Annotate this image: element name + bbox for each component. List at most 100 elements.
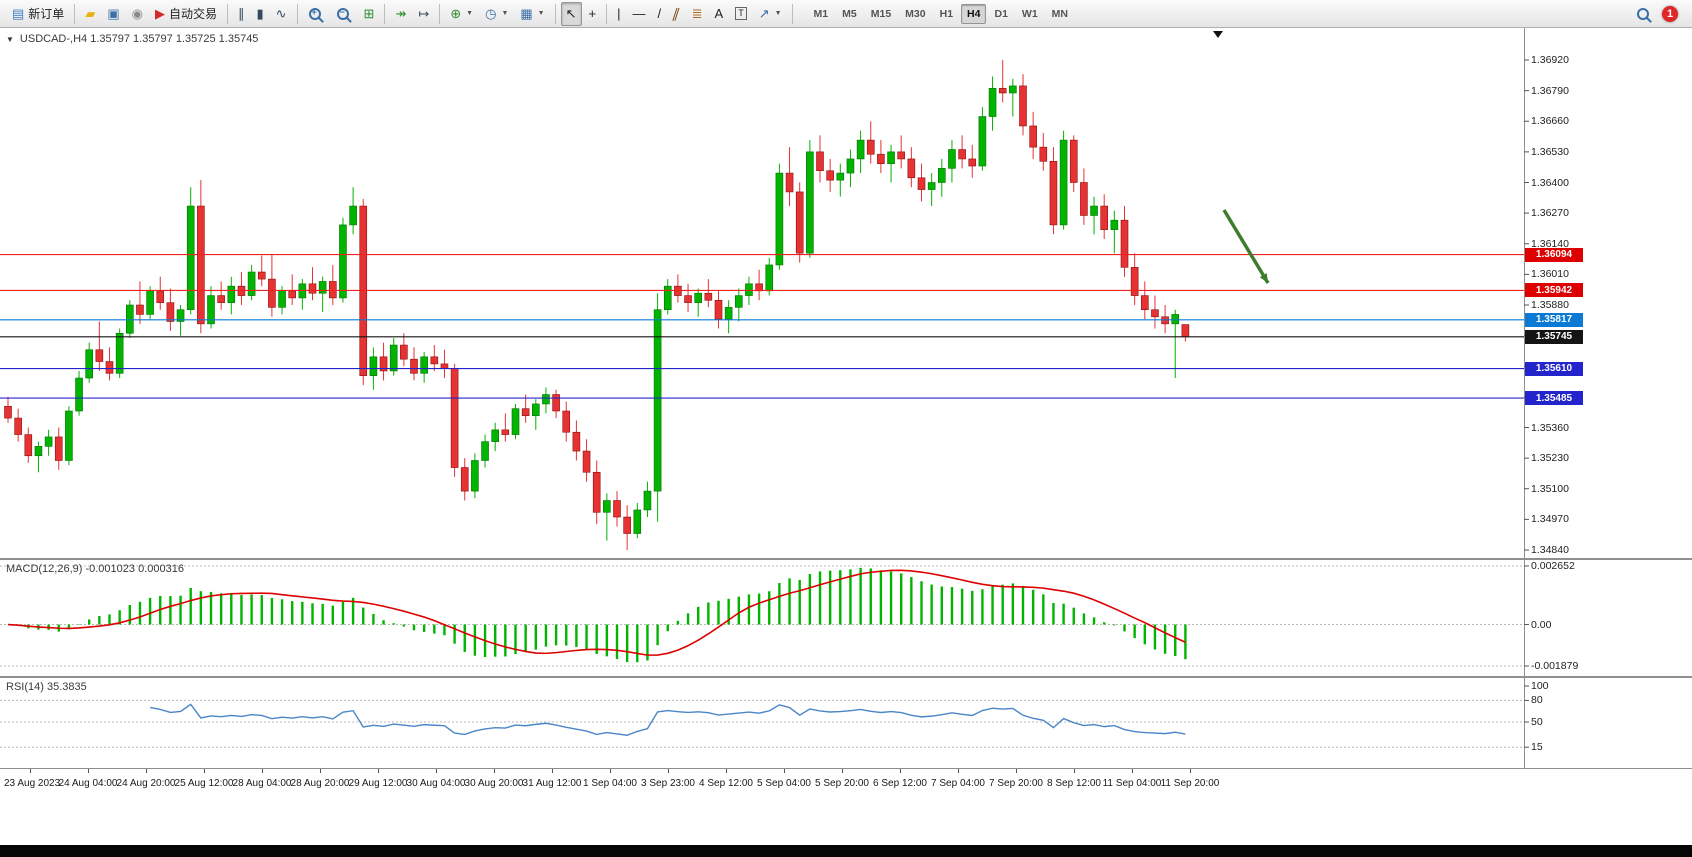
metaeditor-icon-button[interactable]: ▰ — [80, 2, 100, 26]
candle — [511, 408, 520, 435]
trendline-tool-button[interactable]: / — [653, 2, 667, 26]
timeframe-m15[interactable]: M15 — [870, 7, 892, 20]
candle — [95, 349, 104, 362]
new-order-icon: ▤ — [12, 6, 25, 21]
time-axis-label: 28 Aug 04:00 — [232, 778, 292, 789]
horizontal-line-tool-button[interactable]: — — [628, 2, 651, 26]
candle — [24, 434, 33, 457]
timeframe-d1[interactable]: D1 — [994, 7, 1008, 20]
tile-windows-icon-button[interactable]: ⊞ — [359, 2, 380, 26]
auto-trading-button[interactable]: ▶ 自动交易 — [150, 2, 222, 26]
shapes-tool-button[interactable]: ↗ ▼ — [754, 2, 787, 26]
candle — [745, 283, 753, 296]
timeframe-h1[interactable]: H1 — [939, 7, 954, 20]
search-icon — [1637, 7, 1649, 20]
price-tick-label: 1.35100 — [1531, 482, 1569, 495]
toolbar-separator — [606, 3, 608, 24]
zoom-out-icon: − — [336, 6, 352, 23]
rsi-panel[interactable]: RSI(14) 35.3835 100 80 50 15 — [0, 678, 1692, 768]
indicators-button[interactable]: ⊕ ▼ — [445, 2, 478, 26]
candle — [1090, 205, 1098, 216]
templates-button[interactable]: ▦ ▼ — [515, 2, 549, 26]
auto-trading-icon: ▶ — [154, 6, 165, 21]
candle — [856, 139, 865, 160]
text-label-tool-button[interactable]: T — [730, 2, 752, 26]
candle — [115, 332, 124, 374]
crosshair-tool-icon: + — [588, 6, 597, 21]
timeframe-m30[interactable]: M30 — [905, 7, 926, 20]
time-axis-tick — [842, 769, 843, 773]
macd-canvas[interactable] — [0, 560, 1692, 676]
timeframe-h4[interactable]: H4 — [961, 3, 987, 24]
vertical-line-tool-button[interactable]: | — [612, 2, 625, 26]
candle — [105, 361, 114, 374]
candle — [136, 304, 144, 315]
time-axis[interactable]: 23 Aug 2023 24 Aug 04:00 24 Aug 20:00 25 Au… — [0, 768, 1692, 800]
trend-arrow-annotation[interactable] — [1222, 209, 1270, 284]
time-axis-label: 1 Sep 04:00 — [583, 778, 637, 789]
timeframe-w1[interactable]: W1 — [1021, 7, 1038, 20]
timeframe-mn[interactable]: MN — [1051, 7, 1069, 20]
search-icon-button[interactable] — [1636, 6, 1652, 23]
time-axis-tick — [958, 769, 959, 773]
collapse-icon[interactable]: ▼ — [6, 34, 14, 44]
fibonacci-tool-button[interactable]: ≣ — [687, 2, 708, 26]
candle — [1100, 205, 1108, 230]
chart-shift-icon-button[interactable]: ↦ — [413, 2, 434, 26]
macd-signal-line — [7, 569, 1186, 656]
print-icon-button[interactable]: ▣ — [102, 2, 124, 26]
candle — [531, 403, 540, 417]
price-chart-canvas[interactable] — [0, 28, 1692, 558]
cursor-tool-button[interactable]: ↖ — [560, 1, 582, 26]
candlestick-icon-button[interactable]: ▮ — [251, 2, 268, 26]
notification-badge[interactable]: 1 — [1662, 5, 1678, 22]
zoom-in-icon: + — [308, 6, 324, 23]
candle — [501, 429, 510, 435]
panel-splitter[interactable] — [0, 676, 1692, 678]
panel-splitter[interactable] — [0, 558, 1692, 560]
time-axis-tick — [610, 769, 611, 773]
periods-button[interactable]: ◷ ▼ — [480, 2, 513, 26]
price-chart-panel[interactable]: ▼ USDCAD-,H4 1.35797 1.35797 1.35725 1.3… — [0, 28, 1692, 558]
shapes-tool-icon: ↗ — [758, 6, 770, 21]
text-tool-button[interactable]: A — [710, 2, 729, 26]
auto-scroll-icon-icon: ↠ — [395, 6, 407, 21]
timeframe-m5[interactable]: M5 — [842, 7, 857, 20]
timeframe-m1[interactable]: M1 — [813, 7, 829, 20]
zoom-in-button[interactable]: + — [303, 2, 329, 26]
ohlc-bars-icon-icon: ∥ — [237, 6, 245, 21]
candle — [714, 299, 723, 320]
rsi-canvas[interactable] — [0, 678, 1692, 768]
candle — [795, 191, 804, 254]
toolbar-separator — [554, 3, 556, 24]
candle — [217, 295, 225, 303]
candle — [126, 304, 134, 334]
toolbar-button-label: 新订单 — [28, 7, 65, 21]
time-axis-tick — [784, 769, 785, 773]
price-line-tag: 1.35610 — [1525, 361, 1583, 376]
candle — [653, 309, 662, 492]
candle — [44, 436, 53, 447]
magnifier-handle — [345, 16, 352, 23]
time-axis-tick — [146, 769, 147, 773]
zoom-out-button[interactable]: − — [331, 2, 357, 26]
channel-tool-button[interactable]: ∥ — [668, 2, 685, 26]
ohlc-bars-icon-button[interactable]: ∥ — [233, 2, 250, 26]
line-chart-icon-button[interactable]: ∿ — [271, 2, 292, 26]
candle — [694, 292, 703, 303]
timeframe-buttons: M1 M5 M15 M30 H1 H4 D1 W1 MN — [807, 3, 1075, 24]
sound-icon-button[interactable]: ◉ — [127, 2, 148, 26]
candle — [572, 431, 581, 452]
new-order-button[interactable]: ▤ 新订单 — [7, 2, 69, 26]
macd-panel[interactable]: MACD(12,26,9) -0.001023 0.000316 0.00265… — [0, 560, 1692, 676]
crosshair-tool-button[interactable]: + — [584, 2, 602, 26]
magnifier-sign: − — [339, 6, 345, 17]
time-axis-label: 5 Sep 20:00 — [815, 778, 869, 789]
toolbar-separator — [226, 3, 228, 24]
time-axis-label: 8 Sep 12:00 — [1047, 778, 1101, 789]
auto-scroll-icon-button[interactable]: ↠ — [390, 2, 411, 26]
rsi-tick-label: 15 — [1531, 741, 1543, 754]
price-tick-label: 1.35230 — [1531, 452, 1569, 465]
time-axis-tick — [204, 769, 205, 773]
rsi-tick-label: 80 — [1531, 694, 1543, 707]
